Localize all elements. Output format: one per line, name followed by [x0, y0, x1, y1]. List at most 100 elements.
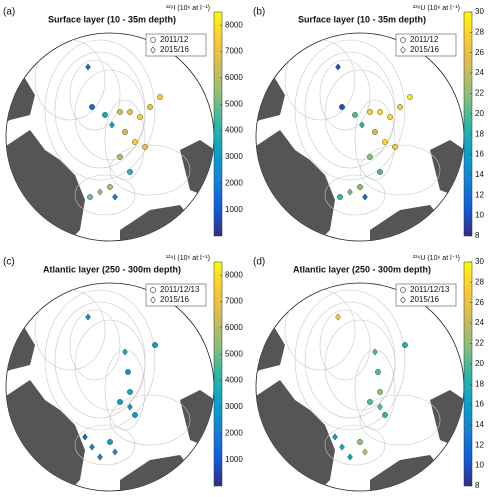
station — [377, 109, 383, 115]
station — [107, 184, 113, 190]
colorbar-tick-label: 7000 — [225, 297, 243, 306]
colorbar-tick-label: 28 — [475, 27, 484, 36]
legend-label: 2015/16 — [160, 295, 189, 304]
colorbar-label: ²³⁶U (10⁶ at l⁻¹) — [413, 255, 460, 262]
station — [157, 94, 163, 100]
legend-box — [145, 33, 207, 57]
station — [367, 154, 373, 160]
colorbar — [213, 11, 223, 237]
panel: (a) Surface layer (10 - 35m depth) 2011/12… — [0, 0, 243, 250]
station — [375, 369, 381, 375]
panel: (d) Atlantic layer (250 - 300m depth) 2011… — [250, 250, 484, 497]
colorbar-tick-label: 1000 — [225, 205, 243, 214]
legend-box — [395, 283, 457, 307]
station — [132, 139, 138, 145]
station — [387, 114, 393, 120]
colorbar-tick-label: 16 — [475, 150, 484, 159]
panel: (b) Surface layer (10 - 35m depth) 2011/12… — [250, 0, 484, 250]
station — [142, 144, 148, 150]
colorbar-tick-label: 10 — [475, 211, 484, 220]
station — [347, 453, 353, 461]
legend-box — [395, 33, 457, 57]
panel-title: Surface layer (10 - 35m depth) — [298, 14, 426, 24]
station — [382, 412, 388, 418]
station — [332, 433, 338, 441]
station — [102, 112, 108, 118]
legend-symbol — [400, 287, 406, 293]
legend-symbol — [150, 46, 156, 54]
legend-label: 2015/16 — [160, 45, 189, 54]
station — [357, 439, 363, 445]
legend-box — [145, 283, 207, 307]
colorbar-tick-label: 18 — [475, 379, 484, 388]
colorbar-tick-label: 26 — [475, 48, 484, 57]
station — [117, 109, 123, 115]
station — [367, 109, 373, 115]
station — [367, 399, 373, 405]
colorbar-label: ¹²⁹I (10⁶ at l⁻¹) — [166, 5, 210, 12]
station — [377, 403, 383, 411]
colorbar-tick-label: 7000 — [225, 47, 243, 56]
legend-symbol — [150, 287, 156, 293]
colorbar-tick-label: 3000 — [225, 402, 243, 411]
colorbar-label: ¹²⁹I (10⁶ at l⁻¹) — [166, 255, 210, 262]
colorbar-tick-label: 30 — [475, 257, 484, 266]
colorbar-tick-label: 22 — [475, 339, 484, 348]
station — [122, 348, 128, 356]
station — [82, 433, 88, 441]
colorbar-tick-label: 28 — [475, 277, 484, 286]
colorbar-tick-label: 18 — [475, 129, 484, 138]
colorbar-tick-label: 16 — [475, 400, 484, 409]
colorbar — [463, 11, 473, 237]
colorbar-tick-label: 5000 — [225, 349, 243, 358]
colorbar-tick-label: 2000 — [225, 428, 243, 437]
panel-label: (a) — [3, 7, 15, 18]
station — [352, 112, 358, 118]
station — [97, 188, 103, 196]
colorbar-tick-label: 14 — [475, 170, 484, 179]
colorbar-tick-label: 8000 — [225, 270, 243, 279]
colorbar-tick-label: 24 — [475, 318, 484, 327]
colorbar-tick-label: 4000 — [225, 126, 243, 135]
station — [89, 443, 95, 451]
colorbar-tick-label: 12 — [475, 190, 484, 199]
legend-label: 2011/12 — [410, 35, 439, 44]
station — [117, 399, 123, 405]
station — [362, 448, 368, 456]
station — [339, 443, 345, 451]
station — [107, 439, 113, 445]
panel-label: (d) — [253, 257, 265, 268]
colorbar-label: ²³⁶U (10⁶ at l⁻¹) — [413, 5, 460, 12]
station — [127, 389, 133, 395]
station — [127, 109, 133, 115]
legend-label: 2011/12/13 — [410, 285, 450, 294]
colorbar-tick-label: 10 — [475, 461, 484, 470]
station — [377, 169, 383, 175]
legend-label: 2015/16 — [410, 295, 439, 304]
legend-label: 2015/16 — [410, 45, 439, 54]
colorbar-tick-label: 3000 — [225, 152, 243, 161]
station — [112, 193, 118, 201]
station — [377, 389, 383, 395]
station — [402, 342, 408, 348]
colorbar-tick-label: 1000 — [225, 455, 243, 464]
station — [85, 313, 91, 321]
colorbar-tick-label: 26 — [475, 298, 484, 307]
station — [125, 369, 131, 375]
legend-symbol — [400, 46, 406, 54]
station — [109, 121, 115, 129]
station — [85, 63, 91, 71]
colorbar — [463, 261, 473, 487]
station — [407, 94, 413, 100]
legend-symbol — [150, 296, 156, 304]
station — [89, 104, 95, 110]
station — [127, 403, 133, 411]
legend-symbol — [150, 37, 156, 43]
panel: (c) Atlantic layer (250 - 300m depth) 2011… — [0, 250, 243, 497]
colorbar-tick-label: 24 — [475, 68, 484, 77]
colorbar-tick-label: 8 — [475, 481, 480, 490]
colorbar-tick-label: 12 — [475, 440, 484, 449]
station — [87, 194, 93, 200]
legend-label: 2011/12 — [160, 35, 189, 44]
